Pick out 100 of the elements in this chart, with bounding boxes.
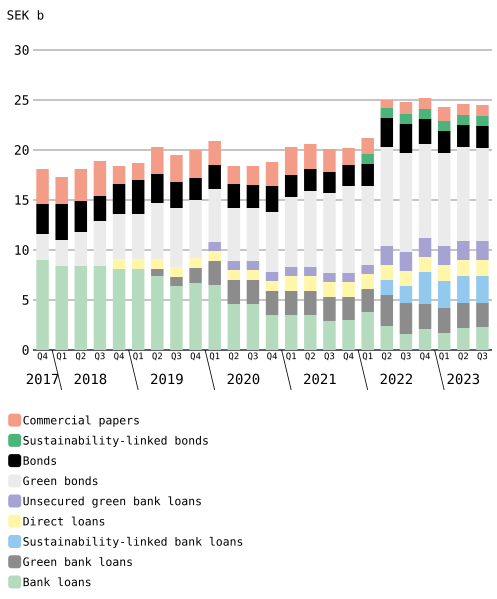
bar [36, 260, 49, 350]
bar [361, 312, 374, 350]
bar [304, 168, 317, 191]
bar [457, 260, 470, 276]
bar [189, 282, 202, 350]
bar [438, 106, 450, 121]
bar [323, 282, 336, 297]
x-tick-label: Q2 [228, 352, 238, 360]
bar [438, 332, 450, 350]
bar [189, 200, 202, 258]
bar [208, 250, 221, 261]
y-axis-title: SEK b [8, 10, 44, 20]
bar [246, 260, 260, 270]
bar [400, 334, 412, 350]
x-tick-label: Q2 [76, 352, 86, 360]
bar [380, 326, 394, 350]
bar [170, 266, 183, 277]
bar [170, 182, 183, 208]
bar [476, 326, 489, 350]
bar [361, 186, 374, 265]
x-tick-label: Q1 [362, 352, 372, 360]
bar [380, 280, 394, 295]
bar [457, 302, 470, 328]
x-tick-label: Q2 [458, 352, 468, 360]
legend-label: Direct loans [23, 516, 104, 526]
bar [132, 162, 144, 180]
bar [132, 268, 144, 350]
bar [304, 314, 317, 350]
bar [304, 290, 317, 315]
bar [400, 270, 412, 286]
bar [55, 240, 68, 266]
legend-label: Commercial papers [23, 416, 139, 427]
bar [151, 202, 164, 259]
bar [246, 304, 260, 350]
bar [342, 296, 355, 320]
bar [266, 314, 278, 350]
bar [361, 154, 374, 164]
bar [323, 192, 336, 273]
bar [361, 164, 374, 186]
bar [323, 172, 336, 193]
text: 2022 [380, 374, 412, 384]
bar [55, 176, 68, 204]
bar [246, 208, 260, 261]
legend-label: Green bonds [23, 476, 98, 486]
x-tick-label: Q2 [305, 352, 315, 360]
y-tick-label: 5 [22, 295, 28, 305]
bar [246, 280, 260, 304]
bar [266, 186, 278, 212]
bar [380, 146, 394, 246]
bar [94, 220, 106, 266]
x-tick-label: Q1 [210, 352, 220, 360]
bar [228, 270, 240, 280]
bar [284, 276, 298, 291]
bar [208, 284, 221, 350]
bar [400, 114, 412, 124]
x-tick-label: Q4 [344, 352, 354, 360]
x-tick-label: Q1 [286, 352, 296, 360]
bar [438, 152, 450, 246]
legend-label: Unsecured green bank loans [24, 496, 201, 508]
bar [476, 260, 489, 276]
bar [380, 100, 394, 108]
bar [476, 104, 489, 116]
bar [170, 276, 183, 286]
bar [266, 162, 278, 186]
bar [438, 120, 450, 131]
bar [208, 242, 221, 251]
bar [342, 164, 355, 186]
bar [476, 240, 489, 260]
bar [228, 280, 240, 304]
x-tick-label: Q1 [56, 352, 66, 360]
bar [284, 314, 298, 350]
text: 2019 [151, 374, 183, 384]
text: 2021 [304, 374, 336, 384]
bar [112, 268, 126, 350]
legend-label: Green bank loans [23, 557, 132, 566]
bar [170, 286, 183, 350]
bar [228, 184, 240, 208]
bar [189, 258, 202, 268]
bar [457, 124, 470, 147]
bar [132, 258, 144, 269]
bar [151, 268, 164, 276]
bar [284, 174, 298, 197]
x-tick-label: Q4 [190, 352, 201, 360]
y-tick-label: 15 [15, 195, 28, 205]
bar [246, 184, 260, 208]
bar [304, 266, 317, 276]
bar [94, 266, 106, 350]
bar [361, 138, 374, 154]
x-tick-label: Q4 [38, 352, 48, 360]
bar [266, 280, 278, 291]
bar [400, 302, 412, 334]
bar [189, 150, 202, 178]
bar [361, 264, 374, 274]
bar [418, 304, 432, 329]
bar [342, 282, 355, 297]
x-tick-label: Q4 [267, 352, 278, 360]
bar [228, 260, 240, 270]
bar [457, 114, 470, 125]
bar [457, 146, 470, 241]
bar [94, 160, 106, 196]
